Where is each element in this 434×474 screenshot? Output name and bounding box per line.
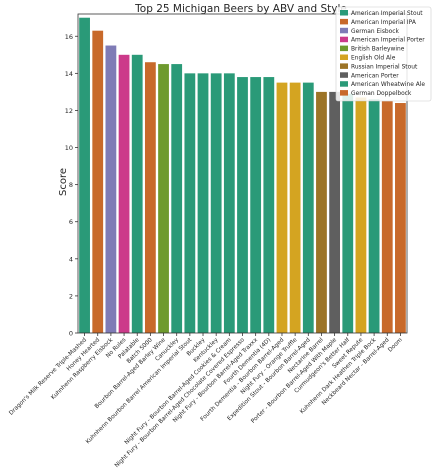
y-tick-label: 14: [65, 70, 73, 78]
chart-title: Top 25 Michigan Beers by ABV and Style: [134, 3, 347, 15]
bar-13: [237, 77, 248, 333]
legend-swatch: [340, 90, 348, 96]
y-ticks: 0 2 4 6 8 10 12 14 16: [65, 33, 78, 338]
y-tick-label: 10: [65, 144, 73, 152]
legend-swatch: [340, 45, 348, 52]
bars-layer: [79, 17, 406, 334]
legend-swatch: [340, 10, 348, 16]
x-tick-labels: Dragon's Milk Reserve Triple-MashedHoney…: [8, 333, 404, 469]
legend-swatch: [340, 18, 348, 25]
legend-label: British Barleywine: [351, 47, 405, 53]
legend-label: American Imperial Stout: [351, 11, 423, 17]
legend-label: German Eisbock: [351, 29, 399, 35]
bar-14: [250, 77, 262, 333]
bar-9: [184, 73, 196, 333]
bar-12: [223, 73, 235, 333]
y-tick-label: 4: [69, 255, 73, 263]
bar-6: [144, 62, 156, 333]
bar-25: [395, 103, 406, 334]
x-tick-label: Doom: [387, 337, 404, 354]
bar-1: [79, 17, 90, 334]
legend-swatch: [340, 81, 348, 87]
bar-4: [118, 54, 130, 334]
bar-18: [302, 82, 314, 334]
legend-label: American Imperial IPA: [351, 20, 416, 26]
bar-7: [158, 64, 169, 333]
legend-label: Russian Imperial Stout: [351, 64, 418, 70]
legend-swatch: [340, 63, 348, 69]
bar-20: [329, 91, 341, 334]
y-tick-label: 12: [65, 107, 73, 115]
y-tick-label: 2: [69, 292, 73, 300]
y-tick-label: 16: [65, 33, 73, 41]
legend-label: German Doppelbock: [351, 91, 412, 97]
bar-24: [381, 101, 393, 333]
legend-swatch: [340, 72, 348, 78]
bar-23: [368, 99, 380, 333]
bar-10: [197, 73, 209, 333]
y-axis-label: Score: [58, 168, 69, 196]
bar-2: [92, 30, 104, 333]
bar-17: [289, 82, 301, 334]
bar-19: [316, 91, 327, 334]
bar-21: [342, 93, 354, 333]
bar-5: [131, 54, 143, 334]
legend-label: American Wheatwine Ale: [351, 82, 425, 88]
legend-swatch: [340, 36, 348, 43]
legend-label: English Old Ale: [351, 56, 396, 62]
y-tick-label: 8: [69, 181, 73, 189]
legend-label: American Porter: [351, 73, 399, 79]
y-tick-label: 6: [69, 218, 73, 226]
y-tick-label: 0: [69, 330, 73, 338]
legend: American Imperial Stout American Imperial…: [335, 6, 432, 102]
legend-frame: [335, 6, 432, 102]
bar-8: [171, 64, 183, 333]
legend-swatch: [340, 27, 348, 34]
bar-11: [210, 73, 222, 333]
bar-3: [105, 45, 117, 333]
legend-label: American Imperial Porter: [351, 38, 425, 44]
bar-16: [276, 82, 288, 334]
legend-swatch: [340, 54, 348, 60]
bar-15: [263, 77, 275, 333]
bar-22: [355, 97, 367, 334]
